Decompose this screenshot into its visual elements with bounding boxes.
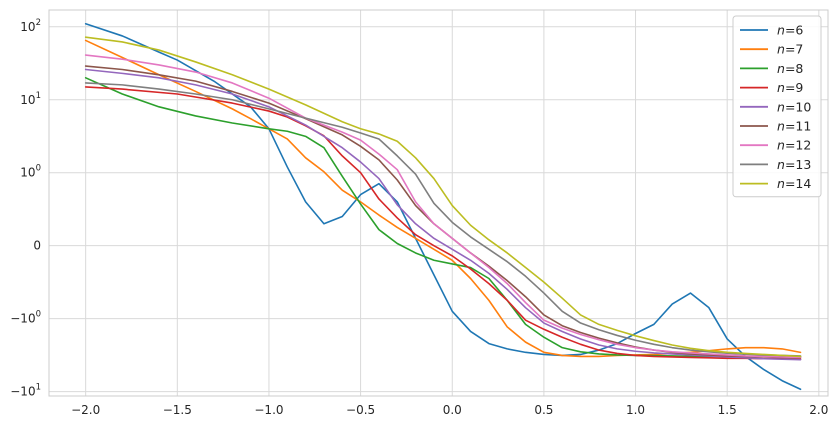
legend-entry: n=14 [777, 176, 811, 191]
x-tick-label: 1.0 [626, 403, 645, 417]
y-tick-label: 0 [33, 239, 41, 253]
plot-border [48, 9, 829, 397]
x-tick-label: −0.5 [346, 403, 375, 417]
series-line-n-8 [84, 77, 802, 358]
legend-entry: n=6 [777, 23, 803, 38]
x-tick-label: 0.0 [443, 403, 462, 417]
x-tick-label: −1.0 [254, 403, 283, 417]
series-line-n-7 [84, 39, 802, 358]
x-tick-label: −1.5 [163, 403, 192, 417]
y-tick-label: −100 [10, 310, 41, 326]
series-line-n-6 [84, 22, 802, 391]
series-line-n-14 [84, 36, 802, 358]
y-tick-label: 100 [20, 164, 41, 180]
y-tick-label: 101 [20, 91, 41, 107]
x-tick-label: 1.5 [718, 403, 737, 417]
legend-entry: n=8 [777, 61, 803, 76]
plot-frame [48, 9, 829, 397]
legend-entry: n=13 [777, 157, 811, 172]
series-line-n-11 [84, 65, 802, 359]
legend: n=6 n=7 n=8 n=9 n=10 n=11 n=12 n=13 n=14 [732, 15, 822, 198]
x-tick-label: 2.0 [809, 403, 828, 417]
legend-entry: n=11 [777, 119, 811, 134]
x-tick-label: −2.0 [71, 403, 100, 417]
legend-entry: n=7 [777, 42, 803, 57]
y-tick-label: −101 [10, 383, 41, 399]
series-line-n-12 [84, 54, 802, 359]
legend-box [732, 15, 822, 198]
x-tick-label: 0.5 [534, 403, 553, 417]
legend-entry: n=12 [777, 138, 811, 153]
grid-lines [49, 10, 828, 396]
y-tick-labels: 102 101 100 0 −100 −101 [10, 18, 41, 399]
series-line-n-10 [84, 68, 802, 361]
series-line-n-13 [84, 82, 802, 357]
series-lines [84, 22, 802, 391]
y-tick-label: 102 [20, 18, 41, 34]
x-tick-labels: −2.0 −1.5 −1.0 −0.5 0.0 0.5 1.0 1.5 2.0 [71, 403, 828, 417]
legend-entry: n=10 [777, 99, 811, 114]
legend-entry: n=9 [777, 80, 803, 95]
